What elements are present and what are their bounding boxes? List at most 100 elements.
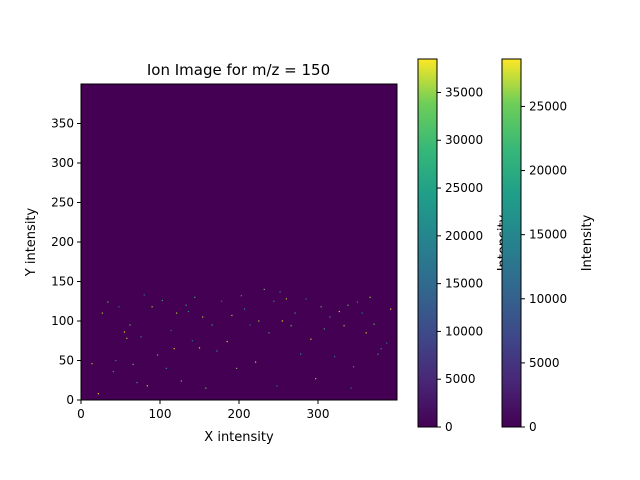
chart-title: Ion Image for m/z = 150 xyxy=(147,61,330,79)
y-tick-label: 300 xyxy=(51,156,74,170)
colorbar-1-ticks: 0 5000 10000 15000 20000 25000 30000 35000 xyxy=(437,85,483,434)
hotspot-pixel xyxy=(347,304,349,306)
hotspot-pixel xyxy=(118,306,120,308)
colorbar-tick-label: 0 xyxy=(445,420,453,434)
colorbar-tick-label: 5000 xyxy=(529,356,560,370)
hotspot-pixel xyxy=(254,361,257,363)
colorbar-tick-label: 0 xyxy=(529,420,537,434)
colorbar-2-ticks: 0 5000 10000 15000 20000 25000 xyxy=(521,99,567,434)
hotspot-pixel xyxy=(107,301,109,303)
hotspot-pixel xyxy=(198,347,201,349)
hotspot-pixel xyxy=(365,332,367,334)
hotspot-pixel xyxy=(202,316,204,318)
hotspot-pixel xyxy=(97,393,99,395)
hotspot-pixel xyxy=(101,312,103,314)
hotspot-pixel xyxy=(175,312,178,314)
hotspot-pixel xyxy=(281,320,284,322)
colorbar-1-gradient xyxy=(417,58,438,428)
colorbar-tick-label: 5000 xyxy=(445,372,476,386)
hotspot-pixel xyxy=(157,354,159,356)
hotspot-pixel xyxy=(187,310,190,313)
x-tick-label: 300 xyxy=(307,407,330,421)
y-axis-label: Y intensity xyxy=(24,207,39,277)
hotspot-pixel xyxy=(323,328,325,330)
hotspot-pixel xyxy=(112,370,114,373)
hotspot-pixel xyxy=(273,300,275,302)
hotspot-pixel xyxy=(240,295,242,297)
hotspot-pixel xyxy=(132,363,134,366)
hotspot-pixel xyxy=(249,324,251,326)
hotspot-pixel xyxy=(140,336,142,338)
hotspot-pixel xyxy=(333,355,336,358)
x-tick-label: 100 xyxy=(149,407,172,421)
hotspot-pixel xyxy=(285,298,287,300)
hotspot-pixel xyxy=(191,340,193,342)
colorbar-tick-label: 30000 xyxy=(445,133,483,147)
hotspot-pixel xyxy=(386,342,388,344)
colorbar-tick-label: 15000 xyxy=(445,277,483,291)
hotspot-pixel xyxy=(290,325,292,327)
hotspot-pixel xyxy=(151,306,153,308)
hotspot-pixel xyxy=(194,296,196,298)
hotspot-pixel xyxy=(268,332,270,334)
hotspot-pixel xyxy=(165,367,167,369)
plot-area xyxy=(80,83,398,401)
hotspot-pixel xyxy=(143,294,145,296)
colorbar-tick-label: 20000 xyxy=(529,164,567,178)
hotspot-pixel xyxy=(231,314,233,317)
hotspot-pixel xyxy=(180,380,182,382)
hotspot-pixel xyxy=(369,296,371,298)
hotspot-pixel xyxy=(343,325,345,327)
hotspot-pixel xyxy=(129,324,131,326)
x-tick-label: 0 xyxy=(77,407,85,421)
y-axis: 0 50 100 150 200 250 300 350 xyxy=(51,117,81,407)
x-axis-label: X intensity xyxy=(204,430,274,445)
hotspot-pixel xyxy=(115,359,117,362)
hotspot-pixel xyxy=(136,382,138,384)
hotspot-pixel xyxy=(258,320,260,322)
hotspot-pixel xyxy=(236,367,238,369)
colorbar-tick-label: 10000 xyxy=(445,324,483,338)
y-tick-label: 350 xyxy=(51,117,74,131)
hotspot-pixel xyxy=(338,310,340,313)
hotspot-pixel xyxy=(170,329,172,332)
hotspot-pixel xyxy=(390,308,392,310)
hotspot-pixel xyxy=(126,337,128,339)
colorbar-2-gradient xyxy=(501,58,522,428)
hotspot-pixel xyxy=(276,385,278,387)
hotspot-pixel xyxy=(373,323,375,325)
hotspot-pixel xyxy=(216,350,218,352)
hotspot-layer xyxy=(91,288,392,395)
hotspot-pixel xyxy=(226,340,228,343)
hotspot-pixel xyxy=(279,291,281,293)
colorbar-2-label: Intensity xyxy=(580,214,595,271)
hotspot-pixel xyxy=(310,338,312,340)
y-tick-label: 50 xyxy=(59,354,74,368)
colorbar-2: 0 5000 10000 15000 20000 25000 Intensity xyxy=(501,58,595,434)
hotspot-pixel xyxy=(123,331,126,333)
x-tick-label: 200 xyxy=(228,407,251,421)
y-tick-label: 150 xyxy=(51,275,74,289)
hotspot-pixel xyxy=(173,348,175,350)
colorbar-tick-label: 20000 xyxy=(445,229,483,243)
hotspot-pixel xyxy=(205,387,207,389)
y-tick-label: 0 xyxy=(66,393,74,407)
hotspot-pixel xyxy=(305,298,307,300)
ion-image-background xyxy=(81,84,397,400)
hotspot-pixel xyxy=(352,366,355,368)
y-tick-label: 200 xyxy=(51,235,74,249)
hotspot-pixel xyxy=(350,387,352,389)
hotspot-pixel xyxy=(161,299,163,302)
y-tick-label: 250 xyxy=(51,196,74,210)
hotspot-pixel xyxy=(329,316,331,318)
hotspot-pixel xyxy=(185,304,187,306)
colorbar-tick-label: 25000 xyxy=(445,181,483,195)
hotspot-pixel xyxy=(243,308,246,310)
colorbar-tick-label: 15000 xyxy=(529,228,567,242)
hotspot-pixel xyxy=(211,324,213,326)
hotspot-pixel xyxy=(377,353,379,355)
hotspot-pixel xyxy=(91,363,93,365)
colorbar-tick-label: 10000 xyxy=(529,292,567,306)
